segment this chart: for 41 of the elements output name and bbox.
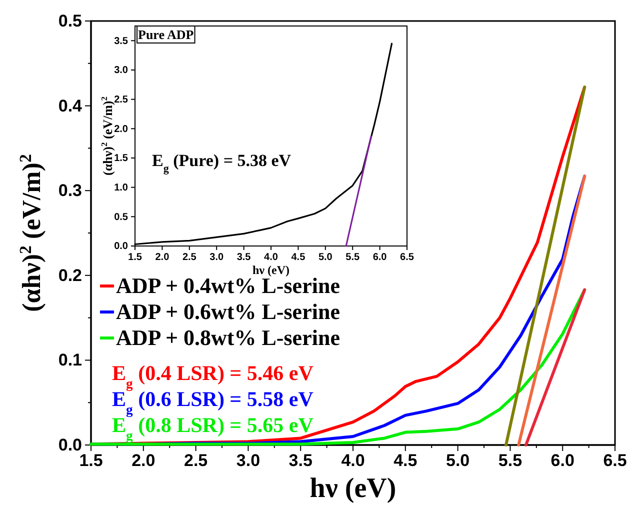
x-axis-title: hν (eV) [310,473,396,504]
x-tick-label: 4.0 [264,252,278,264]
y-tick-label: 2.5 [114,94,128,106]
x-tick-label: 2.0 [132,451,156,470]
x-tick-label: 5.0 [318,252,333,264]
x-tick-label: 6.0 [550,451,574,470]
legend-label: ADP + 0.8wt% L-serine [116,325,340,350]
y-tick-label: 3.5 [114,36,128,47]
x-tick-label: 1.5 [79,451,103,470]
x-tick-label: 5.5 [498,451,522,470]
y-tick-label: 0.0 [58,435,82,454]
x-tick-label: 6.5 [603,451,627,470]
x-tick-label: 5.0 [446,451,470,470]
chart-title: Pure ADP [138,27,194,42]
y-tick-label: 1.0 [114,182,128,194]
x-tick-label: 4.0 [341,451,365,470]
y-tick-label: 0.2 [58,266,82,285]
x-tick-label: 4.5 [291,252,306,264]
y-tick-label: 0.5 [114,212,128,223]
x-tick-label: 2.5 [184,451,208,470]
y-tick-label: 0.1 [58,350,82,370]
y-tick-label: 0.3 [58,181,82,200]
x-tick-label: 6.5 [400,252,414,264]
y-tick-label: 2.0 [114,124,128,135]
x-tick-label: 3.0 [236,451,260,470]
annotation: E$_{g}$ (Pure) = 5.38 eV [152,151,292,175]
y-tick-label: 0.4 [58,96,83,116]
y-tick-label: 0.5 [58,11,82,30]
y-tick-label: 1.5 [114,153,128,164]
x-tick-label: 3.5 [236,252,252,264]
x-tick-label: 4.5 [394,451,418,470]
legend-label: ADP + 0.6wt% L-serine [116,299,340,324]
y-tick-label: 0.0 [114,241,128,252]
x-tick-label: 6.0 [372,252,388,264]
y-tick-label: 3.0 [114,65,128,76]
x-tick-label: 3.5 [288,451,312,470]
x-tick-label: 3.0 [210,252,224,264]
x-tick-label: 2.0 [155,252,170,264]
x-tick-label: 5.5 [346,252,360,264]
x-tick-label: 2.5 [182,252,197,264]
x-tick-label: 1.5 [128,252,142,264]
